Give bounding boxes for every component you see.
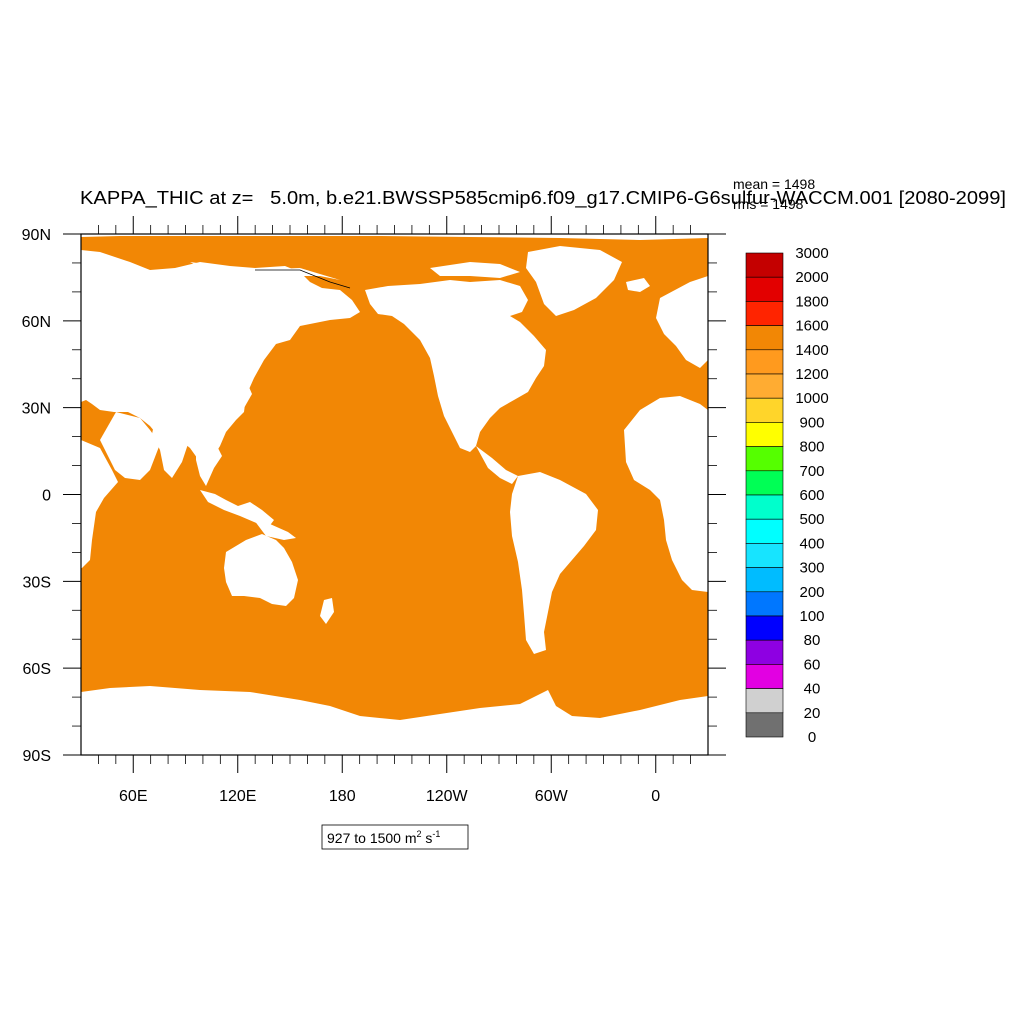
land-mask: [81, 234, 708, 755]
lat-tick-label: 90N: [22, 227, 51, 244]
central-america-land: [476, 446, 518, 484]
range-label: 927 to 1500 m2 s-1: [327, 829, 440, 846]
north-america-land: [365, 280, 546, 452]
rms-stat: rms = 1498: [733, 196, 804, 212]
canadian-arctic-land: [430, 262, 520, 278]
se-asia-land: [196, 430, 222, 486]
colorbar-swatch: [745, 373, 784, 399]
europe-land: [656, 276, 708, 368]
colorbar-label: 800: [799, 439, 824, 456]
colorbar-label: 1200: [795, 366, 828, 383]
indian-subcontinent: [152, 420, 188, 478]
colorbar-swatch: [745, 276, 784, 302]
greenland-land: [526, 246, 622, 316]
lat-tick-label: 30N: [22, 401, 51, 418]
colorbar-label: 400: [799, 535, 824, 552]
range-label-exp2: -1: [432, 829, 440, 839]
colorbar-swatch: [745, 688, 784, 714]
indonesia-land: [200, 490, 274, 528]
map-title: KAPPA_THIC at z= 5.0m, b.e21.BWSSP585cmi…: [80, 187, 1006, 209]
australia-land: [224, 534, 298, 606]
new-zealand-land: [320, 598, 334, 624]
colorbar-label: 900: [799, 414, 824, 431]
colorbar-swatch: [745, 615, 784, 641]
lat-tick-label: 60N: [22, 314, 51, 331]
south-america-land: [510, 472, 598, 654]
colorbar-swatch: [745, 446, 784, 472]
colorbar-label: 1000: [795, 390, 828, 407]
lat-tick-label: 90S: [23, 748, 51, 765]
colorbar-label: 40: [804, 681, 821, 698]
colorbar-swatch: [745, 252, 784, 278]
colorbar-label: 2000: [795, 269, 828, 286]
colorbar-label: 20: [804, 705, 821, 722]
colorbar-label: 100: [799, 608, 824, 625]
range-label-box: [321, 824, 469, 850]
arabia-india-land: [100, 412, 160, 480]
lon-tick-label: 0: [651, 788, 660, 805]
africa-land: [81, 440, 118, 568]
colorbar-swatch: [745, 567, 784, 593]
arctic-island: [190, 262, 340, 280]
colorbar-swatch: [745, 494, 784, 520]
colorbar-swatch: [745, 591, 784, 617]
lat-tick-label: 30S: [23, 574, 51, 591]
colorbar-label: 600: [799, 487, 824, 504]
colorbar-label: 0: [808, 729, 816, 746]
range-label-mid: s: [422, 830, 433, 846]
colorbar-swatch: [745, 349, 784, 375]
iceland-land: [626, 278, 650, 292]
map-plot: [81, 234, 708, 755]
colorbar-swatch: [745, 397, 784, 423]
colorbar-label: 300: [799, 560, 824, 577]
colorbar-label: 60: [804, 656, 821, 673]
lon-tick-label: 120E: [219, 788, 256, 805]
colorbar-swatch: [745, 712, 784, 738]
colorbar-label: 700: [799, 463, 824, 480]
colorbar-swatch: [745, 422, 784, 447]
colorbar-label: 80: [804, 632, 821, 649]
colorbar-swatch: [745, 301, 784, 326]
colorbar-label: 500: [799, 511, 824, 528]
colorbar-swatch: [745, 543, 784, 568]
colorbar-label: 1800: [795, 293, 828, 310]
arctic-coast-line: [255, 269, 351, 289]
lon-tick-label: 120W: [426, 788, 469, 805]
colorbar-swatch: [745, 470, 784, 496]
eurasia-africa-land: [81, 250, 360, 470]
africa-west-land: [624, 396, 708, 592]
range-label-prefix: 927 to 1500 m: [327, 830, 417, 846]
colorbar-swatch: [745, 664, 784, 689]
range-label-exp1: 2: [417, 829, 422, 839]
lon-tick-label: 60W: [535, 788, 569, 805]
lat-tick-label: 60S: [23, 661, 51, 678]
japan-land: [236, 380, 252, 408]
colorbar-label: 1400: [795, 342, 828, 359]
lon-tick-label: 60E: [119, 788, 147, 805]
colorbar-label: 1600: [795, 318, 828, 335]
colorbar-swatch: [745, 518, 784, 544]
new-guinea-land: [254, 520, 296, 540]
colorbar: 3000200018001600140012001000900800700600…: [745, 245, 829, 746]
colorbar-label: 200: [799, 584, 824, 601]
antarctica-land: [81, 686, 708, 755]
mean-stat: mean = 1498: [733, 176, 815, 192]
map-axes: 90N 60N 30N 0 30S 60S 90S 60E 120E 180 120W 60W 0: [22, 216, 726, 805]
colorbar-label: 3000: [795, 245, 828, 262]
colorbar-swatch: [745, 325, 784, 351]
arctic-land: [81, 234, 708, 240]
colorbar-swatch: [745, 639, 784, 665]
lon-tick-label: 180: [329, 788, 356, 805]
lat-tick-label: 0: [42, 488, 51, 505]
